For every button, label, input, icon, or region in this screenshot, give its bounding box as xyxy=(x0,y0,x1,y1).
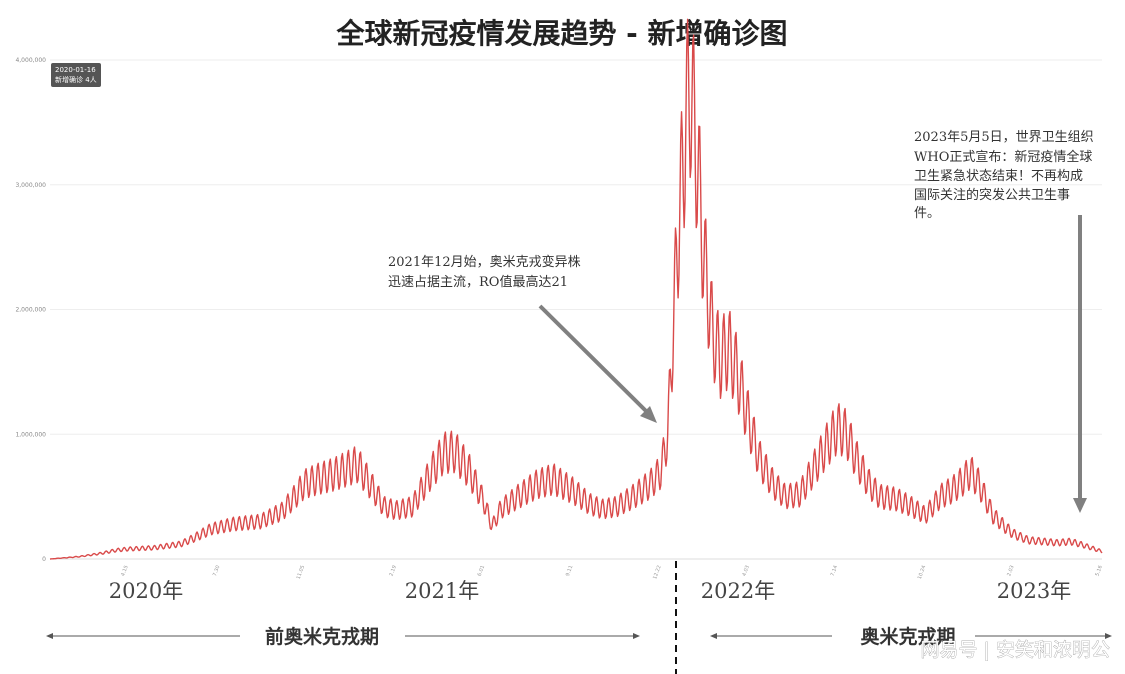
watermark: 网易号 | 安笑和浓明公 xyxy=(921,639,1110,661)
annotation-who-line-1: 2023年5月5日，世界卫生组织 xyxy=(914,130,1094,145)
annotation-who-line-3: 卫生紧急状态结束！不再构成 xyxy=(914,169,1083,184)
tooltip-date: 2020-01-16 xyxy=(55,66,96,74)
arrow-right-icon xyxy=(633,633,640,639)
x-axis-ticks: 4.15 7.30 11.05 2.19 6.01 9.11 12.22 4.03 7.14 10… xyxy=(120,565,1104,581)
arrow-right-icon xyxy=(1105,633,1112,639)
annotation-who: 2023年5月5日，世界卫生组织 WHO正式宣布：新冠疫情全球 卫生紧急状态结束… xyxy=(914,130,1094,513)
year-label-2021: 2021年 xyxy=(405,579,479,603)
period-omicron: 奥米克戎期 xyxy=(710,625,1112,648)
annotation-who-line-5: 件。 xyxy=(914,206,940,221)
period-label-pre-omicron: 前奥米克戎期 xyxy=(265,625,379,648)
year-labels: 2020年 2021年 2022年 2023年 xyxy=(109,579,1071,603)
year-label-2022: 2022年 xyxy=(701,579,775,603)
x-tick-label: 7.30 xyxy=(212,565,221,578)
x-tick-label: 7.14 xyxy=(830,565,839,578)
x-tick-label: 2.19 xyxy=(388,565,397,578)
annotation-omicron: 2021年12月始，奥米克戎变异株 迅速占据主流，RO值最高达21 xyxy=(388,254,657,423)
x-tick-label: 9.11 xyxy=(565,565,574,578)
arrow-left-icon xyxy=(710,633,717,639)
y-tick-label: 0 xyxy=(42,556,46,563)
arrowhead-icon xyxy=(1073,498,1087,513)
x-tick-label: 4.03 xyxy=(741,565,750,578)
tooltip-value: 新增确诊 4人 xyxy=(55,75,97,84)
annotation-omicron-arrow xyxy=(538,304,650,415)
annotation-omicron-line-2: 迅速占据主流，RO值最高达21 xyxy=(388,274,568,290)
y-tick-label: 4,000,000 xyxy=(15,57,46,64)
year-label-2020: 2020年 xyxy=(109,579,183,603)
x-tick-label: 4.15 xyxy=(120,565,129,578)
annotation-who-line-4: 国际关注的突发公共卫生事 xyxy=(914,187,1070,203)
x-tick-label: 11.05 xyxy=(296,565,307,581)
annotation-omicron-line-1: 2021年12月始，奥米克戎变异株 xyxy=(388,254,581,270)
period-pre-omicron: 前奥米克戎期 xyxy=(46,625,640,648)
x-tick-label: 10.24 xyxy=(917,565,928,581)
tooltip-box xyxy=(51,63,101,87)
x-tick-label: 12.22 xyxy=(652,565,663,581)
y-tick-label: 3,000,000 xyxy=(15,182,46,189)
grid-lines xyxy=(50,59,1102,435)
period-label-omicron: 奥米克戎期 xyxy=(860,625,955,648)
x-tick-label: 6.01 xyxy=(477,565,486,578)
x-tick-label: 2.03 xyxy=(1006,565,1015,578)
y-axis-ticks: 0 1,000,000 2,000,000 3,000,000 4,000,000 xyxy=(15,57,46,563)
arrowhead-icon xyxy=(640,406,657,423)
series-line-new-cases[interactable] xyxy=(49,18,1103,560)
y-tick-label: 2,000,000 xyxy=(15,307,46,314)
y-tick-label: 1,000,000 xyxy=(15,431,46,438)
hover-tooltip: 2020-01-16 新增确诊 4人 xyxy=(51,63,101,87)
x-tick-label: 5.16 xyxy=(1094,565,1103,578)
arrow-left-icon xyxy=(46,633,53,639)
year-label-2023: 2023年 xyxy=(997,579,1071,603)
annotation-who-line-2: WHO正式宣布：新冠疫情全球 xyxy=(914,149,1092,165)
chart-title: 全球新冠疫情发展趋势 - 新增确诊图 xyxy=(335,17,787,50)
